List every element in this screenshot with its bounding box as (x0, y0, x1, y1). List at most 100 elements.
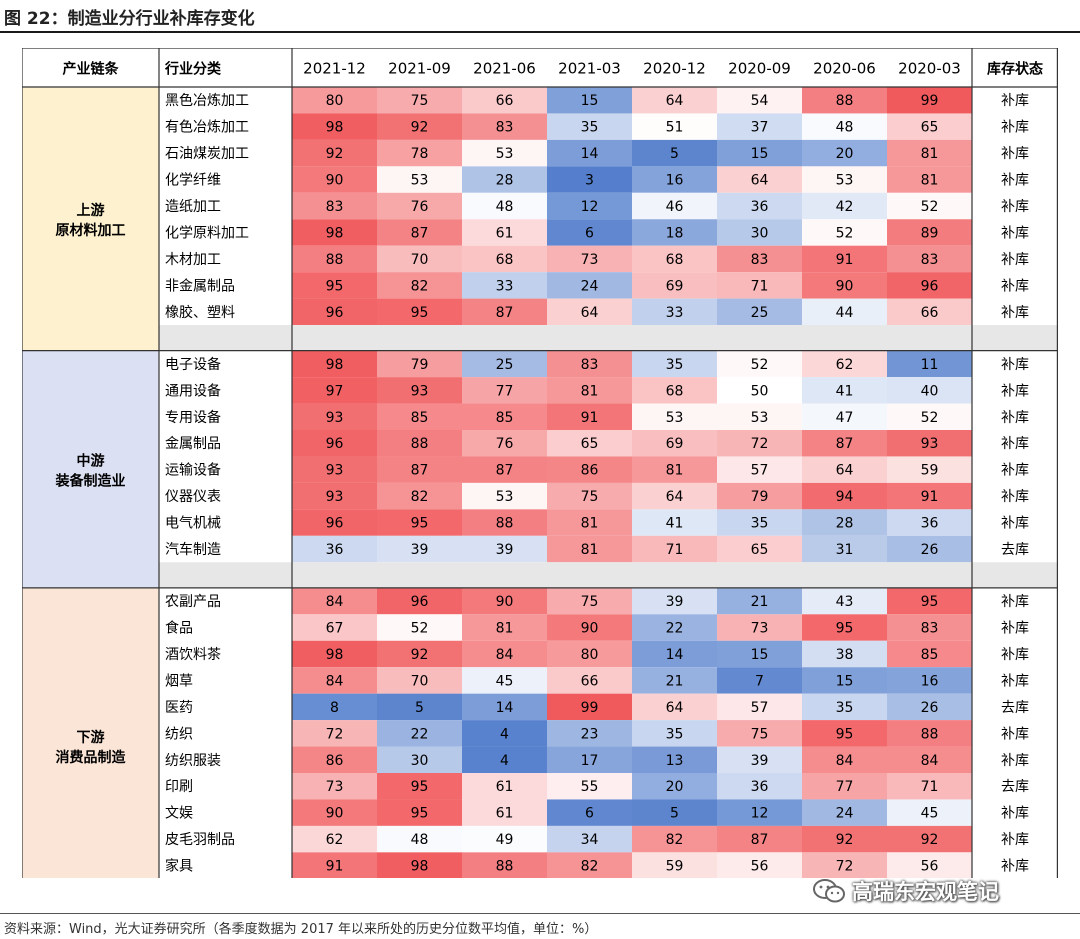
heatmap-value: 87 (836, 436, 854, 452)
heatmap-cell (547, 298, 632, 326)
heatmap-cell (377, 139, 462, 167)
heatmap-cell (717, 720, 802, 747)
industry-label: 酒饮料茶 (165, 647, 221, 663)
heatmap-cell (547, 403, 632, 430)
heatmap-cell (292, 166, 377, 193)
heatmap-cell (547, 746, 632, 773)
heatmap-value: 99 (921, 93, 939, 109)
heatmap-cell (547, 640, 632, 668)
heatmap-cell (632, 377, 717, 404)
heatmap-cell (462, 113, 547, 140)
heatmap-cell (462, 773, 547, 800)
heatmap-value: 48 (496, 199, 514, 215)
industry-label: 电气机械 (165, 516, 221, 532)
heatmap-cell (632, 852, 717, 878)
heatmap-value: 36 (751, 779, 769, 795)
industry-label: 家具 (165, 858, 193, 875)
heatmap-cell (887, 350, 972, 378)
heatmap-cell (377, 509, 462, 536)
heatmap-value: 88 (921, 726, 939, 742)
heatmap-value: 53 (496, 489, 514, 505)
heatmap-cell (377, 245, 462, 273)
heatmap-cell (462, 219, 547, 246)
heatmap-value: 68 (666, 252, 684, 268)
heatmap-cell (632, 456, 717, 483)
heatmap-value: 82 (666, 832, 684, 848)
heatmap-value: 53 (836, 173, 854, 189)
inventory-status: 补库 (1001, 120, 1029, 136)
heatmap-value: 52 (921, 410, 939, 426)
heatmap-cell (887, 403, 972, 430)
heatmap-cell (887, 852, 972, 878)
heatmap-cell (887, 720, 972, 747)
heatmap-value: 31 (836, 542, 854, 558)
heatmap-value: 8 (330, 700, 339, 716)
heatmap-value: 45 (921, 806, 939, 822)
heatmap-cell (632, 667, 717, 694)
heatmap-cell (632, 219, 717, 246)
heatmap-cell (462, 640, 547, 668)
heatmap-value: 22 (666, 621, 684, 637)
heatmap-cell (462, 166, 547, 193)
heatmap-cell (632, 272, 717, 299)
heatmap-cell (377, 219, 462, 246)
heatmap-value: 69 (666, 278, 684, 294)
heatmap-value: 75 (581, 489, 599, 505)
heatmap-cell (547, 430, 632, 457)
inventory-heatmap: 产业链条 行业分类 2021-12 2021-09 2021-06 2021-03 2020… (22, 48, 1058, 878)
heatmap-cell (547, 587, 632, 615)
heatmap-value: 15 (751, 146, 769, 162)
heatmap-value: 75 (751, 726, 769, 742)
heatmap-value: 64 (666, 93, 684, 109)
heatmap-value: 76 (496, 436, 514, 452)
heatmap-value: 45 (496, 673, 514, 689)
heatmap-value: 94 (836, 489, 854, 505)
heatmap-cell (887, 614, 972, 641)
heatmap-value: 91 (921, 489, 939, 505)
heatmap-cell (887, 377, 972, 404)
inventory-status: 补库 (1001, 252, 1029, 268)
heatmap-cell (887, 482, 972, 510)
heatmap-value: 96 (326, 436, 344, 452)
heatmap-cell (632, 350, 717, 378)
industry-label: 汽车制造 (165, 541, 221, 558)
industry-label: 仪器仪表 (165, 489, 221, 505)
heatmap-value: 21 (666, 673, 684, 689)
heatmap-value: 64 (666, 489, 684, 505)
heatmap-value: 17 (581, 753, 599, 769)
heatmap-value: 34 (581, 832, 599, 848)
heatmap-cell (462, 693, 547, 721)
heatmap-cell (802, 219, 887, 246)
heatmap-value: 90 (326, 806, 344, 822)
heatmap-value: 85 (921, 647, 939, 663)
header-period-2021-12: 2021-12 (303, 60, 366, 78)
heatmap-value: 42 (836, 199, 854, 215)
heatmap-cell (802, 746, 887, 773)
industry-label: 农副产品 (165, 594, 221, 610)
heatmap-value: 78 (411, 146, 429, 162)
heatmap-value: 93 (326, 463, 344, 479)
heatmap-value: 18 (666, 225, 684, 241)
heatmap-cell (377, 456, 462, 483)
heatmap-cell (462, 614, 547, 641)
heatmap-value: 6 (585, 806, 594, 822)
heatmap-cell (292, 825, 377, 853)
heatmap-cell (887, 667, 972, 694)
heatmap-cell (717, 350, 802, 378)
heatmap-cell (377, 720, 462, 747)
heatmap-value: 24 (581, 278, 599, 294)
heatmap-cell (292, 852, 377, 878)
heatmap-value: 93 (326, 410, 344, 426)
heatmap-cell (717, 456, 802, 483)
heatmap-cell (462, 799, 547, 826)
heatmap-cell (547, 192, 632, 220)
heatmap-value: 83 (581, 357, 599, 373)
heatmap-cell (802, 192, 887, 220)
heatmap-value: 37 (751, 120, 769, 136)
inventory-status: 补库 (1001, 173, 1029, 189)
heatmap-cell (887, 192, 972, 220)
heatmap-cell (717, 614, 802, 641)
heatmap-cell (802, 720, 887, 747)
heatmap-value: 72 (326, 726, 344, 742)
heatmap-value: 89 (921, 225, 939, 241)
